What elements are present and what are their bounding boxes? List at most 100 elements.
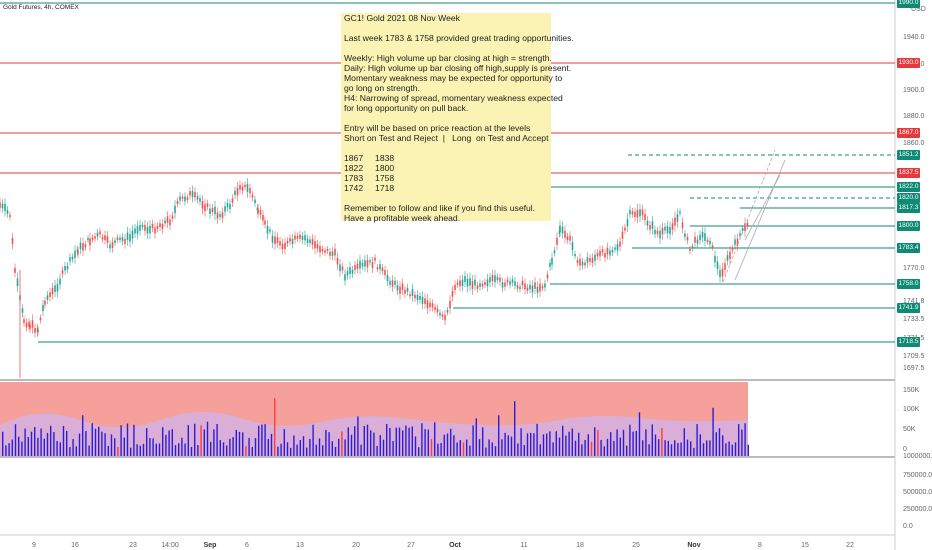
candle (25, 322, 28, 328)
candle (304, 235, 306, 241)
candle (306, 238, 309, 243)
candle (534, 282, 536, 289)
candle (551, 257, 553, 265)
volume-bar (530, 432, 532, 456)
candle (404, 289, 406, 294)
volume-bar (648, 444, 650, 456)
projection-line (722, 149, 776, 283)
volume-bar (600, 439, 602, 456)
volume-bar (485, 447, 487, 456)
candle (581, 261, 584, 266)
candle (576, 260, 579, 264)
volume-bar (245, 446, 247, 456)
volume-bar (341, 431, 343, 456)
volume-bar (606, 438, 609, 456)
candle (671, 223, 674, 230)
candle (259, 209, 262, 215)
volume-bar (187, 425, 189, 456)
symbol-title: Gold Futures, 4h, COMEX (3, 4, 79, 11)
volume-bar (114, 438, 116, 456)
candle (176, 201, 179, 204)
volume-bar (558, 437, 561, 456)
time-tick-label: 23 (129, 542, 137, 549)
candle (674, 217, 676, 226)
price-tag: 1930.0 (897, 58, 920, 68)
volume-bar (296, 444, 298, 456)
candle (116, 237, 119, 240)
note-line: Have a profitable week ahead. (344, 213, 461, 223)
candle (711, 245, 714, 248)
volume-bar (136, 444, 138, 456)
volume-bar (299, 440, 301, 456)
candle (42, 305, 44, 312)
candle (641, 209, 644, 216)
volume-bar (24, 428, 26, 456)
price-tick-label: 1880.0 (903, 113, 925, 120)
volume-bar (715, 432, 717, 456)
candle (71, 256, 74, 260)
candle (249, 188, 251, 194)
candle (79, 242, 82, 249)
volume-bar (494, 446, 497, 456)
candle (611, 249, 614, 253)
candle (101, 236, 104, 240)
volume-bar (747, 444, 749, 456)
note-line (344, 113, 551, 123)
volume-bar (293, 435, 295, 456)
candle (284, 242, 286, 250)
volume-bar (149, 438, 151, 456)
candle (596, 252, 599, 257)
candle (604, 252, 606, 258)
volume-bar (206, 421, 209, 456)
volume-bar (277, 446, 279, 456)
volume-bar (53, 432, 55, 456)
candle (419, 295, 421, 300)
candle (696, 239, 699, 244)
oi-tick-label: 250000.0 (903, 506, 932, 513)
volume-bar (731, 444, 733, 456)
candle (99, 231, 101, 235)
candle (556, 237, 558, 245)
candle (39, 317, 42, 321)
candle (616, 244, 619, 251)
volume-bar (661, 427, 663, 456)
volume-bar (98, 426, 100, 456)
candle (469, 278, 471, 286)
time-tick-label: 13 (296, 542, 304, 549)
candle (606, 247, 609, 255)
candle (56, 284, 59, 292)
volume-bar (549, 431, 551, 456)
volume-bar (645, 429, 647, 456)
candle (314, 241, 316, 249)
volume-bar (546, 433, 548, 456)
candle (49, 292, 51, 298)
candle (96, 232, 99, 237)
candle (281, 243, 284, 250)
candle (654, 229, 656, 235)
time-tick-label: 9 (32, 542, 36, 549)
volume-bar (402, 430, 404, 456)
candle (664, 226, 666, 231)
candle (464, 276, 466, 283)
note-line: H4: Narrowing of spread, momentary weakn… (344, 93, 563, 103)
candle (569, 235, 571, 241)
volume-bar (142, 443, 145, 456)
candle (476, 285, 479, 289)
candle (341, 266, 344, 271)
candle (434, 306, 436, 310)
candle (601, 249, 604, 253)
candle (609, 250, 611, 256)
candle (109, 244, 111, 249)
volume-bar (242, 432, 244, 456)
volume-bar (178, 443, 180, 456)
volume-bar (690, 441, 692, 456)
volume-bar (472, 425, 474, 456)
candle (499, 277, 501, 282)
volume-bar (328, 432, 330, 456)
volume-bar (424, 429, 426, 456)
volume-bar (421, 423, 423, 456)
volume-bar (322, 445, 324, 456)
volume-bar (270, 433, 273, 456)
volume-bar (85, 431, 87, 456)
volume-bar (27, 436, 29, 456)
